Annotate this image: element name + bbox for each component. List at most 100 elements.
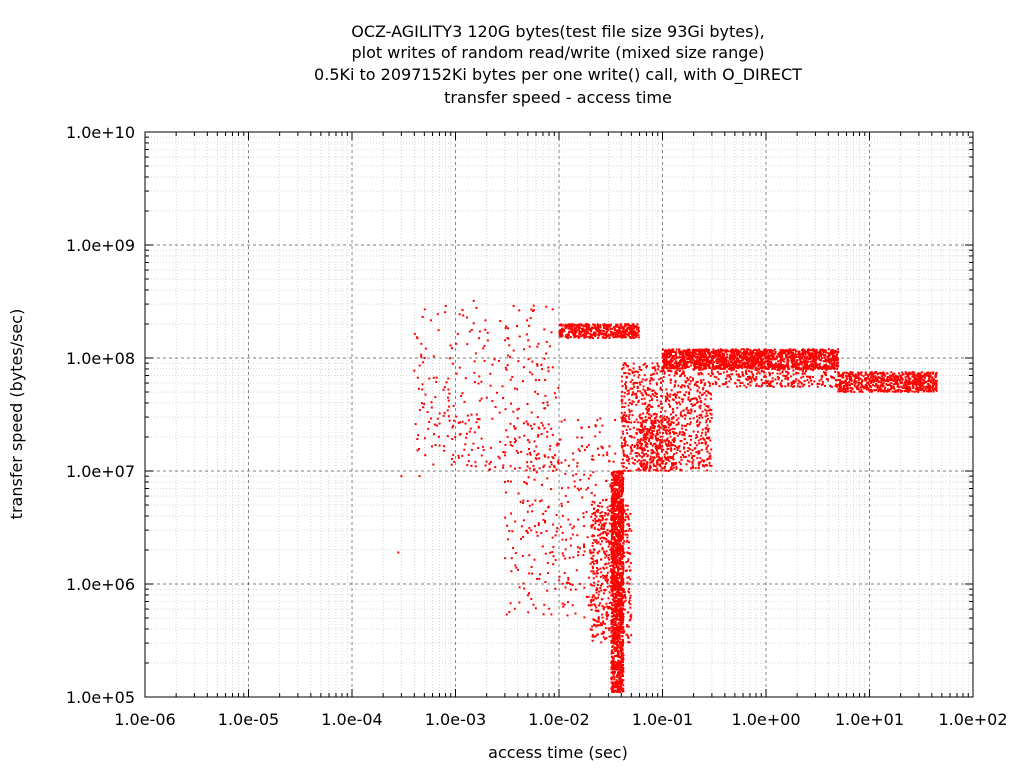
data-point (662, 467, 665, 470)
data-point (801, 351, 804, 354)
data-point (636, 441, 639, 444)
data-point (604, 512, 607, 515)
data-point (615, 574, 618, 577)
data-point (707, 405, 710, 408)
data-point (773, 348, 776, 351)
data-point (625, 540, 628, 543)
data-point (592, 551, 595, 554)
data-point (611, 495, 614, 498)
data-point (572, 474, 575, 477)
data-point (651, 460, 654, 463)
data-point (619, 585, 622, 588)
data-point (612, 472, 615, 475)
data-point (743, 363, 746, 366)
data-point (617, 665, 620, 668)
data-point (601, 536, 604, 539)
data-point (620, 515, 622, 518)
data-point (662, 376, 665, 378)
data-point (435, 376, 438, 379)
data-point (689, 412, 692, 415)
data-point (592, 594, 595, 597)
data-point (659, 415, 662, 418)
data-point (673, 432, 676, 435)
data-point (696, 389, 699, 392)
data-point (564, 459, 567, 462)
data-point (585, 323, 588, 326)
data-point (687, 378, 690, 381)
data-point (564, 323, 567, 326)
data-point (642, 439, 645, 442)
data-point (622, 425, 625, 428)
data-point (615, 507, 618, 510)
data-point (641, 429, 644, 431)
data-point (612, 502, 615, 505)
data-point (710, 368, 713, 371)
data-point (505, 429, 508, 432)
data-point (579, 335, 582, 338)
data-point (696, 419, 699, 422)
data-point (590, 570, 593, 573)
data-point (585, 326, 588, 329)
data-point (546, 404, 549, 407)
data-point (837, 350, 840, 353)
data-point (620, 683, 623, 685)
data-point (748, 354, 751, 357)
data-point (465, 316, 468, 319)
data-point (491, 417, 494, 420)
data-point (685, 428, 688, 431)
data-point (448, 419, 451, 422)
data-point (657, 437, 660, 440)
data-point (607, 541, 610, 544)
title-line-2: plot writes of random read/write (mixed … (352, 43, 765, 62)
data-point (504, 443, 507, 446)
data-point (586, 330, 589, 333)
data-point (591, 500, 594, 503)
data-point (416, 449, 419, 452)
data-point (703, 403, 706, 406)
data-point (577, 419, 580, 422)
data-point (464, 443, 467, 446)
data-point (566, 614, 569, 617)
data-point (610, 576, 613, 578)
data-point (606, 513, 609, 516)
data-point (686, 423, 689, 425)
data-point (517, 568, 519, 571)
data-point (614, 630, 617, 633)
data-point (532, 469, 535, 472)
data-point (627, 635, 630, 638)
data-point (662, 428, 665, 431)
data-point (740, 348, 743, 351)
data-point (602, 606, 605, 609)
data-point (621, 579, 624, 582)
data-point (661, 420, 664, 423)
data-point (622, 486, 625, 489)
data-point (512, 410, 515, 413)
data-point (569, 583, 572, 585)
data-point (605, 550, 608, 553)
data-point (569, 537, 572, 540)
data-point (667, 370, 670, 372)
data-point (608, 543, 611, 546)
data-point (642, 412, 645, 415)
data-point (668, 432, 671, 435)
data-point (644, 444, 647, 447)
data-point (808, 349, 811, 352)
data-point (635, 328, 638, 331)
data-point (423, 356, 426, 359)
data-point (619, 666, 622, 669)
data-point (622, 417, 624, 420)
data-point (831, 354, 834, 357)
data-point (621, 525, 624, 528)
data-point (617, 590, 620, 593)
data-point (622, 569, 625, 572)
data-point (454, 436, 457, 438)
data-point (610, 504, 613, 507)
data-point (612, 633, 615, 636)
data-point (610, 518, 613, 521)
data-point (621, 385, 624, 388)
data-point (667, 423, 670, 426)
data-point (646, 436, 649, 439)
data-point (610, 332, 613, 335)
data-point (705, 390, 708, 393)
data-point (582, 512, 585, 515)
